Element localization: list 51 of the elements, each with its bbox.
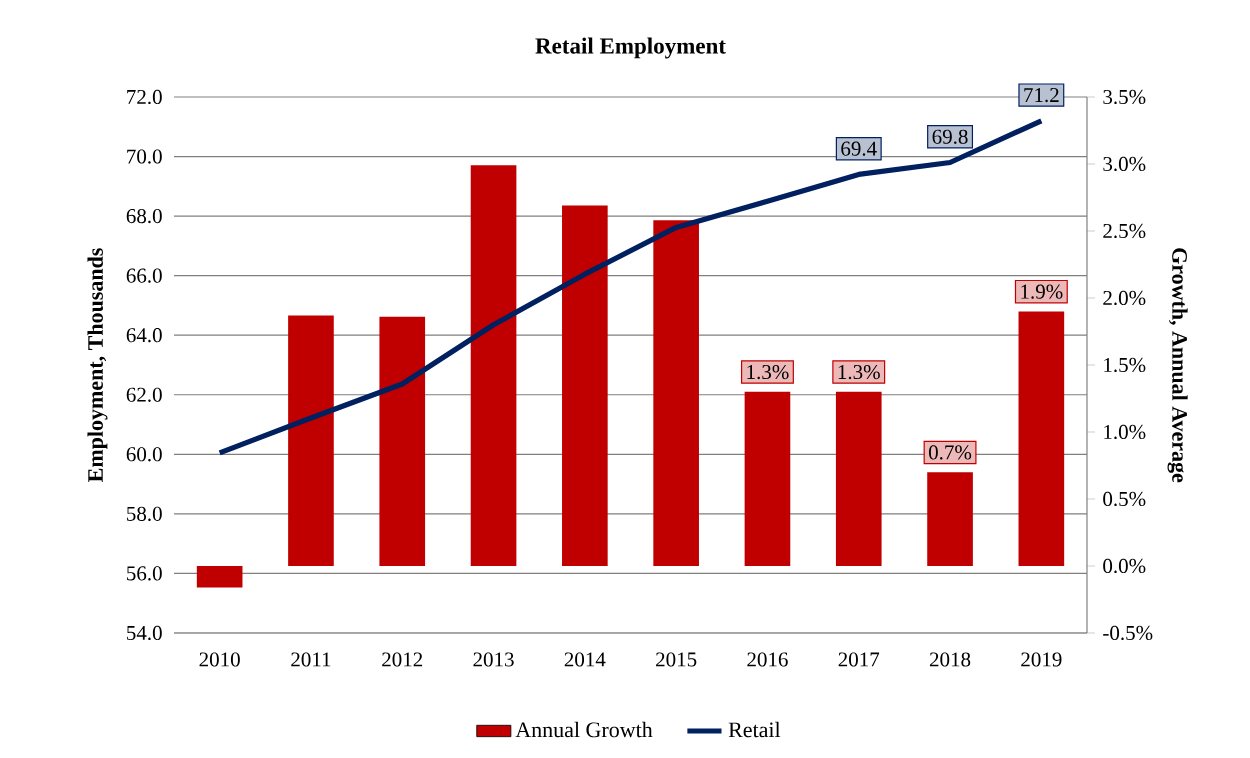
x-tick-label: 2014 bbox=[564, 652, 606, 667]
y2-tick-label: 3.5% bbox=[1103, 89, 1146, 105]
bar bbox=[835, 391, 882, 566]
bar bbox=[562, 205, 608, 566]
y2-tick-label: 1.0% bbox=[1104, 424, 1146, 440]
bar bbox=[288, 315, 334, 566]
y2-tick-label: -0.5% bbox=[1103, 625, 1153, 641]
y-tick-label: 64.0 bbox=[126, 328, 162, 343]
y2-tick-label: 2.0% bbox=[1103, 290, 1146, 306]
data-label: 71.2 bbox=[1024, 88, 1059, 103]
legend-label: Annual Growth bbox=[515, 721, 653, 738]
y-tick-label: 66.0 bbox=[126, 268, 162, 283]
x-tick-label: 2017 bbox=[838, 652, 880, 667]
x-tick-label: 2010 bbox=[199, 652, 240, 667]
y-tick-label: 60.0 bbox=[126, 447, 162, 462]
y-tick-label: 70.0 bbox=[127, 149, 162, 164]
x-tick-label: 2018 bbox=[929, 652, 971, 667]
data-label: 1.3% bbox=[838, 364, 880, 380]
x-tick-label: 2012 bbox=[382, 652, 423, 667]
y2-tick-label: 0.5% bbox=[1103, 491, 1146, 507]
y-tick-label: 58.0 bbox=[127, 506, 162, 521]
y-tick-label: 56.0 bbox=[127, 566, 162, 581]
y2-tick-label: 2.5% bbox=[1103, 223, 1146, 239]
chart-title: Retail Employment bbox=[535, 37, 726, 59]
bar bbox=[653, 220, 699, 566]
y2-tick-label: 1.5% bbox=[1104, 357, 1146, 373]
y2-axis-title: Growth, Annual Average bbox=[1167, 248, 1188, 483]
y-tick-label: 62.0 bbox=[126, 387, 162, 402]
bar bbox=[379, 316, 426, 566]
data-label: 1.3% bbox=[747, 364, 789, 380]
y-tick-label: 68.0 bbox=[126, 208, 162, 224]
data-label: 69.4 bbox=[841, 141, 877, 156]
bar bbox=[927, 472, 973, 566]
data-label: 0.7% bbox=[928, 445, 972, 460]
x-tick-label: 2013 bbox=[473, 652, 514, 667]
data-label: 1.9% bbox=[1021, 284, 1063, 299]
bar bbox=[1018, 311, 1065, 566]
bar bbox=[470, 165, 517, 566]
x-tick-label: 2019 bbox=[1021, 652, 1062, 667]
y-tick-label: 72.0 bbox=[127, 89, 162, 105]
y-tick-label: 54.0 bbox=[127, 625, 162, 641]
bar bbox=[196, 565, 243, 588]
y2-tick-label: 3.0% bbox=[1103, 156, 1146, 172]
x-tick-label: 2011 bbox=[291, 652, 331, 667]
bar bbox=[744, 391, 791, 566]
legend-label: Retail bbox=[728, 721, 781, 738]
y-axis-title: Employment, Thousands bbox=[87, 248, 108, 482]
x-tick-label: 2015 bbox=[656, 652, 697, 667]
x-tick-label: 2016 bbox=[747, 652, 788, 667]
data-label: 69.8 bbox=[932, 129, 968, 144]
y2-tick-label: 0.0% bbox=[1103, 558, 1146, 574]
